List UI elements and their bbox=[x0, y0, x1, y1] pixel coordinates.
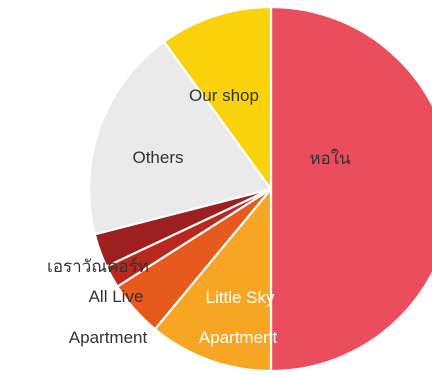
pie-slices bbox=[87, 5, 432, 373]
pie-slice-6 bbox=[87, 40, 273, 236]
slice-label-6: Others bbox=[132, 148, 183, 167]
slice-label-5: เอราวัณคอร์ท bbox=[47, 257, 149, 276]
pie-slice-1 bbox=[269, 5, 432, 373]
slice-label-line: All Live bbox=[89, 287, 144, 306]
slice-label-1: หอใน bbox=[309, 148, 351, 168]
slice-label-line: Little Sky bbox=[206, 288, 275, 307]
pie-slice-2 bbox=[153, 187, 273, 373]
slice-label-line: Our shop bbox=[189, 86, 259, 105]
slice-label-2: Little Sky Apartment bbox=[199, 288, 278, 347]
slice-label-4: All Live bbox=[89, 287, 144, 306]
slice-label-line: หอใน bbox=[309, 148, 351, 168]
slice-label-3: Apartment bbox=[69, 328, 148, 347]
slice-label-7: Our shop bbox=[189, 86, 259, 105]
slice-label-line: Apartment bbox=[69, 328, 148, 347]
slice-label-line: Apartment bbox=[199, 328, 278, 347]
pie-slice-7 bbox=[162, 5, 273, 191]
slice-label-line: เอราวัณคอร์ท bbox=[47, 257, 149, 276]
slice-label-line: Others bbox=[132, 148, 183, 167]
pie-labels: หอใน Little Sky Apartment Apartment All Live… bbox=[47, 86, 351, 347]
